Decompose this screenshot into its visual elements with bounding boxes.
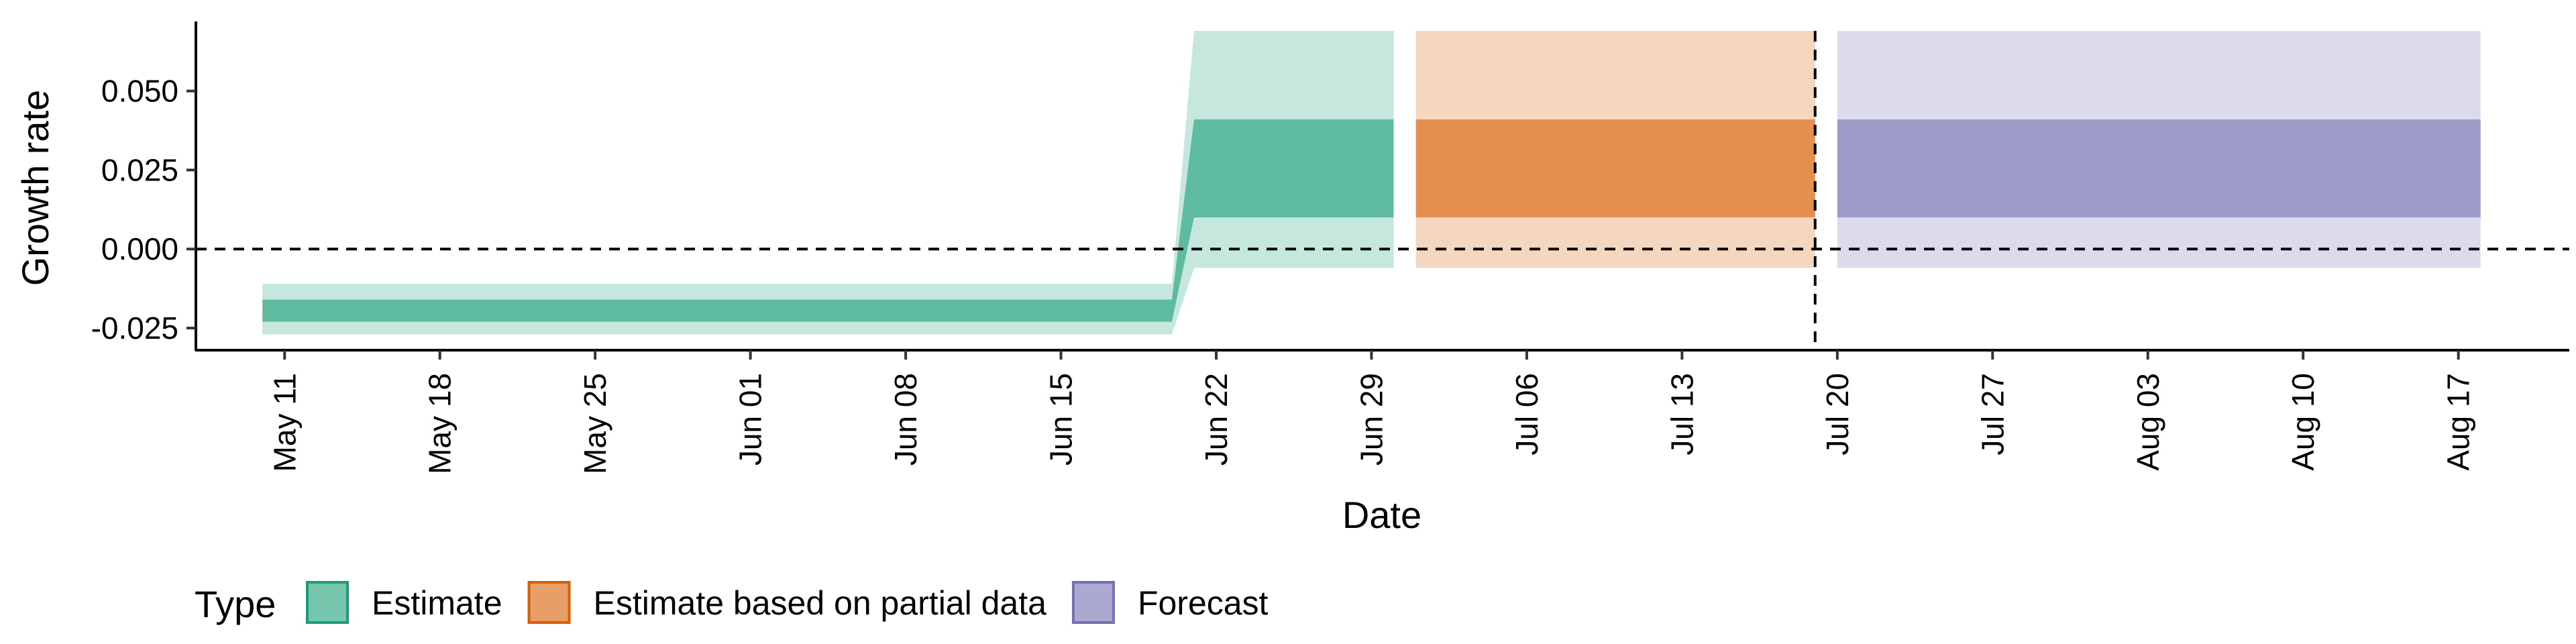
x-tick-label: Jun 22 xyxy=(1199,373,1234,466)
reference-lines xyxy=(196,31,2569,350)
legend-title: Type xyxy=(195,583,276,625)
x-tick-label: Jul 06 xyxy=(1509,373,1544,455)
ribbon-layer xyxy=(262,31,2481,335)
y-tick-label: 0.025 xyxy=(101,152,178,187)
x-tick-label: Jun 08 xyxy=(888,373,923,466)
x-tick-label: Jul 20 xyxy=(1820,373,1855,455)
x-tick-label: May 18 xyxy=(423,373,458,474)
inner-band-series-2 xyxy=(1837,119,2481,218)
x-tick-label: May 25 xyxy=(578,373,612,474)
x-tick-label: Aug 17 xyxy=(2441,373,2476,471)
x-tick-label: Jun 15 xyxy=(1044,373,1079,466)
legend-label-0: Estimate xyxy=(372,584,502,622)
y-tick-label: 0.000 xyxy=(101,231,178,266)
x-tick-label: Jul 27 xyxy=(1975,373,2010,455)
x-tick-label: Jun 01 xyxy=(733,373,768,466)
x-tick-label: Aug 03 xyxy=(2131,373,2165,471)
legend-key-2 xyxy=(1071,581,1115,624)
legend-key-0 xyxy=(306,581,349,624)
x-tick-label: May 11 xyxy=(267,373,302,472)
legend-label-2: Forecast xyxy=(1138,584,1269,622)
x-tick-label: Aug 10 xyxy=(2286,373,2320,471)
x-tick-label: Jun 29 xyxy=(1354,373,1389,466)
axes: -0.025 0.000 0.025 0.050 May 11 May 18 May 25 J… xyxy=(91,21,2569,474)
y-axis-title: Growth rate xyxy=(14,90,56,286)
y-tick-label: -0.025 xyxy=(91,311,178,345)
y-tick-label: 0.050 xyxy=(101,74,178,109)
inner-band-series-1 xyxy=(1415,119,1815,218)
legend-key-1 xyxy=(527,581,571,624)
legend-label-1: Estimate based on partial data xyxy=(594,584,1047,622)
inner-band-series-0 xyxy=(262,119,1394,322)
x-axis-title: Date xyxy=(1342,494,1421,536)
legend: Type Estimate Estimate based on partial d… xyxy=(195,581,1269,625)
x-tick-label: Jul 13 xyxy=(1664,373,1699,455)
